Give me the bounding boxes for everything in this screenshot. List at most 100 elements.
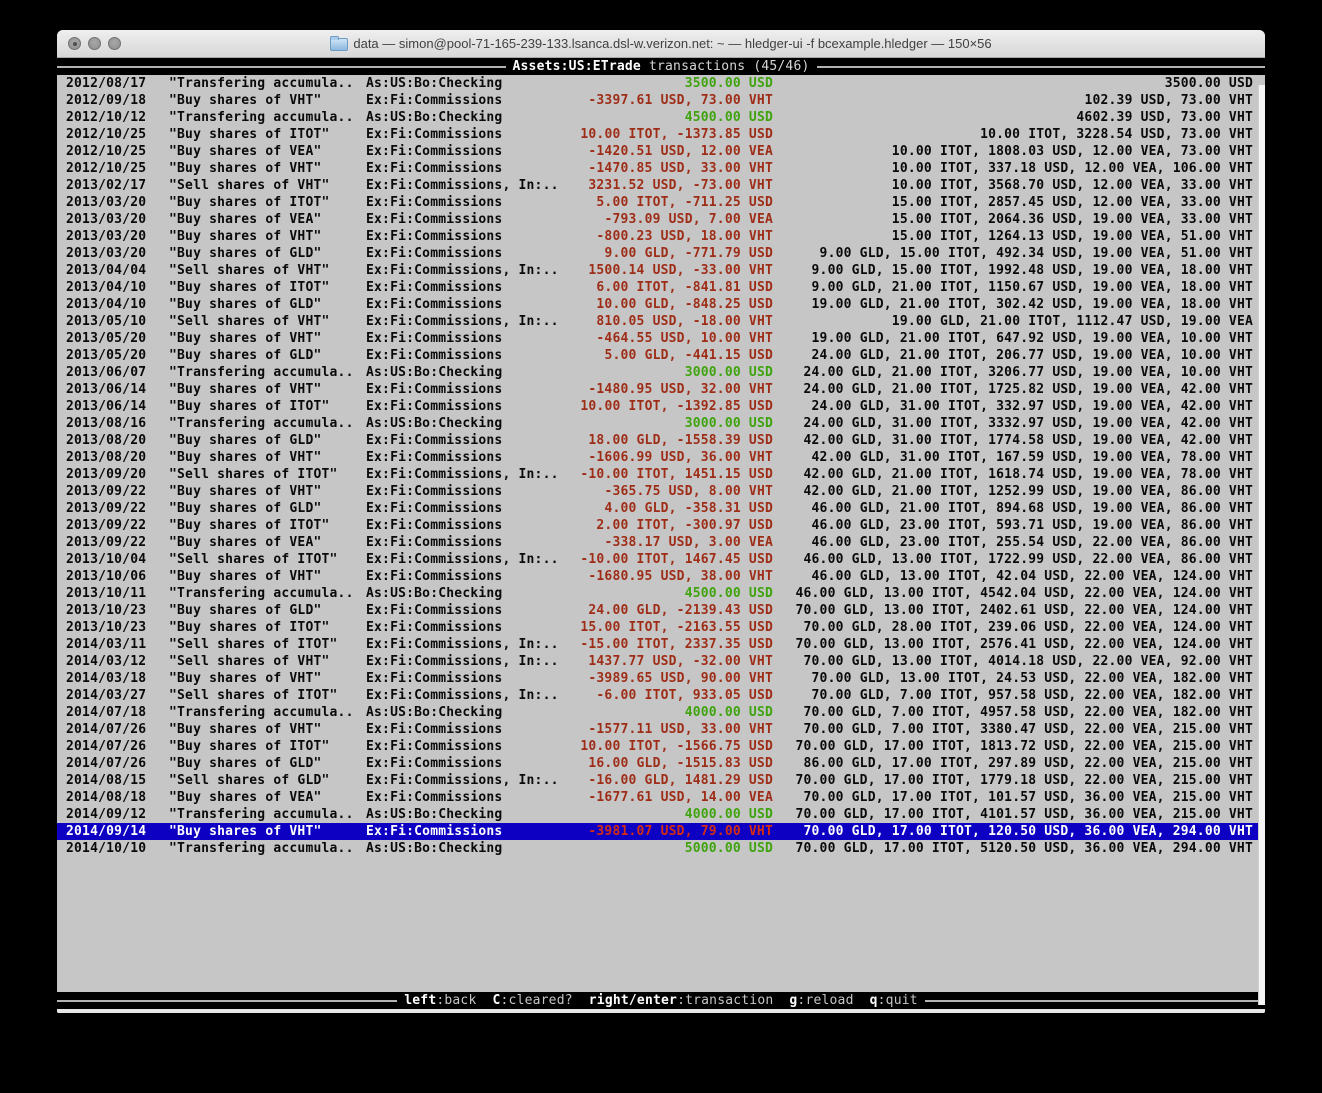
date-cell: 2012/10/25	[66, 127, 147, 142]
transaction-row[interactable]: 2014/09/12 "Transfering accumula.. As:US…	[57, 806, 1265, 823]
description-cell: "Sell shares of ITOT"	[169, 467, 338, 482]
balance-cell: 46.00 GLD, 21.00 ITOT, 894.68 USD, 19.00…	[811, 501, 1253, 516]
date-cell: 2013/06/14	[66, 382, 147, 397]
account-cell: Ex:Fi:Commissions	[366, 535, 503, 550]
transaction-row[interactable]: 2013/04/10 "Buy shares of GLD" Ex:Fi:Com…	[57, 296, 1265, 313]
transaction-row[interactable]: 2013/08/20 "Buy shares of VHT" Ex:Fi:Com…	[57, 449, 1265, 466]
transaction-row[interactable]: 2013/06/14 "Buy shares of ITOT" Ex:Fi:Co…	[57, 398, 1265, 415]
date-cell: 2014/03/27	[66, 688, 147, 703]
account-cell: As:US:Bo:Checking	[366, 841, 503, 856]
transaction-row[interactable]: 2014/03/11 "Sell shares of ITOT" Ex:Fi:C…	[57, 636, 1265, 653]
transaction-row[interactable]: 2013/03/20 "Buy shares of VEA" Ex:Fi:Com…	[57, 211, 1265, 228]
status-bar: left:back C:cleared? right/enter:transacti…	[57, 992, 1265, 1009]
date-cell: 2014/08/18	[66, 790, 147, 805]
transactions-list: 2012/08/17 "Transfering accumula.. As:US…	[57, 75, 1265, 992]
transaction-row[interactable]: 2014/03/27 "Sell shares of ITOT" Ex:Fi:C…	[57, 687, 1265, 704]
transaction-row[interactable]: 2013/05/20 "Buy shares of VHT" Ex:Fi:Com…	[57, 330, 1265, 347]
transaction-row[interactable]: 2013/10/04 "Sell shares of ITOT" Ex:Fi:C…	[57, 551, 1265, 568]
transaction-row[interactable]: 2014/07/26 "Buy shares of VHT" Ex:Fi:Com…	[57, 721, 1265, 738]
transaction-row[interactable]: 2013/08/20 "Buy shares of GLD" Ex:Fi:Com…	[57, 432, 1265, 449]
minimize-button[interactable]	[88, 37, 101, 50]
transaction-row[interactable]: 2013/09/22 "Buy shares of GLD" Ex:Fi:Com…	[57, 500, 1265, 517]
transaction-row[interactable]: 2014/08/15 "Sell shares of GLD" Ex:Fi:Co…	[57, 772, 1265, 789]
balance-cell: 4602.39 USD, 73.00 VHT	[1076, 110, 1253, 125]
transaction-row[interactable]: 2013/10/11 "Transfering accumula.. As:US…	[57, 585, 1265, 602]
account-cell: Ex:Fi:Commissions, In:..	[366, 654, 559, 669]
scrollbar[interactable]	[1258, 85, 1265, 1005]
balance-cell: 86.00 GLD, 17.00 ITOT, 297.89 USD, 22.00…	[803, 756, 1253, 771]
transaction-row[interactable]: 2013/06/07 "Transfering accumula.. As:US…	[57, 364, 1265, 381]
balance-cell: 46.00 GLD, 13.00 ITOT, 1722.99 USD, 22.0…	[803, 552, 1253, 567]
transaction-row[interactable]: 2013/09/22 "Buy shares of ITOT" Ex:Fi:Co…	[57, 517, 1265, 534]
footer-rule-left	[57, 999, 398, 1002]
transaction-row[interactable]: 2013/03/20 "Buy shares of VHT" Ex:Fi:Com…	[57, 228, 1265, 245]
transaction-row[interactable]: 2014/07/26 "Buy shares of GLD" Ex:Fi:Com…	[57, 755, 1265, 772]
zoom-button[interactable]	[108, 37, 121, 50]
description-cell: "Buy shares of VHT"	[169, 450, 322, 465]
description-cell: "Buy shares of VHT"	[169, 93, 322, 108]
balance-cell: 70.00 GLD, 17.00 ITOT, 1779.18 USD, 22.0…	[795, 773, 1253, 788]
date-cell: 2013/05/20	[66, 331, 147, 346]
transaction-row[interactable]: 2013/04/10 "Buy shares of ITOT" Ex:Fi:Co…	[57, 279, 1265, 296]
transaction-row[interactable]: 2013/05/20 "Buy shares of GLD" Ex:Fi:Com…	[57, 347, 1265, 364]
transaction-row[interactable]: 2012/09/18 "Buy shares of VHT" Ex:Fi:Com…	[57, 92, 1265, 109]
transaction-row[interactable]: 2012/10/25 "Buy shares of ITOT" Ex:Fi:Co…	[57, 126, 1265, 143]
transaction-row[interactable]: 2014/09/14 "Buy shares of VHT" Ex:Fi:Com…	[57, 823, 1265, 840]
account-cell: Ex:Fi:Commissions	[366, 161, 503, 176]
transaction-row[interactable]: 2013/02/17 "Sell shares of VHT" Ex:Fi:Co…	[57, 177, 1265, 194]
transaction-row[interactable]: 2012/10/25 "Buy shares of VHT" Ex:Fi:Com…	[57, 160, 1265, 177]
date-cell: 2012/10/25	[66, 161, 147, 176]
account-cell: Ex:Fi:Commissions	[366, 127, 503, 142]
change-cell: 9.00 GLD, -771.79 USD	[604, 246, 773, 261]
transaction-row[interactable]: 2014/07/26 "Buy shares of ITOT" Ex:Fi:Co…	[57, 738, 1265, 755]
transaction-row[interactable]: 2014/03/12 "Sell shares of VHT" Ex:Fi:Co…	[57, 653, 1265, 670]
date-cell: 2013/10/11	[66, 586, 147, 601]
account-cell: Ex:Fi:Commissions, In:..	[366, 467, 559, 482]
account-cell: Ex:Fi:Commissions, In:..	[366, 773, 559, 788]
transaction-row[interactable]: 2013/10/06 "Buy shares of VHT" Ex:Fi:Com…	[57, 568, 1265, 585]
change-cell: 4500.00 USD	[684, 110, 773, 125]
description-cell: "Buy shares of GLD"	[169, 603, 322, 618]
transaction-row[interactable]: 2013/09/22 "Buy shares of VEA" Ex:Fi:Com…	[57, 534, 1265, 551]
transaction-row[interactable]: 2013/04/04 "Sell shares of VHT" Ex:Fi:Co…	[57, 262, 1265, 279]
transaction-row[interactable]: 2013/03/20 "Buy shares of ITOT" Ex:Fi:Co…	[57, 194, 1265, 211]
key-hints: left:back C:cleared? right/enter:transacti…	[397, 993, 925, 1008]
change-cell: -1480.95 USD, 32.00 VHT	[588, 382, 773, 397]
description-cell: "Buy shares of VHT"	[169, 331, 322, 346]
transaction-row[interactable]: 2014/03/18 "Buy shares of VHT" Ex:Fi:Com…	[57, 670, 1265, 687]
transaction-row[interactable]: 2013/05/10 "Sell shares of VHT" Ex:Fi:Co…	[57, 313, 1265, 330]
transaction-row[interactable]: 2013/10/23 "Buy shares of ITOT" Ex:Fi:Co…	[57, 619, 1265, 636]
folder-icon	[330, 36, 349, 51]
key-label: q	[869, 993, 878, 1008]
transaction-row[interactable]: 2013/09/22 "Buy shares of VHT" Ex:Fi:Com…	[57, 483, 1265, 500]
change-cell: -1470.85 USD, 33.00 VHT	[588, 161, 773, 176]
transaction-row[interactable]: 2014/10/10 "Transfering accumula.. As:US…	[57, 840, 1265, 857]
close-button[interactable]	[68, 37, 81, 50]
account-cell: As:US:Bo:Checking	[366, 365, 503, 380]
key-description: :transaction	[677, 993, 774, 1008]
transaction-row[interactable]: 2013/03/20 "Buy shares of GLD" Ex:Fi:Com…	[57, 245, 1265, 262]
change-cell: 4000.00 USD	[684, 705, 773, 720]
transaction-row[interactable]: 2013/10/23 "Buy shares of GLD" Ex:Fi:Com…	[57, 602, 1265, 619]
account-cell: Ex:Fi:Commissions	[366, 382, 503, 397]
transaction-row[interactable]: 2014/07/18 "Transfering accumula.. As:US…	[57, 704, 1265, 721]
date-cell: 2013/08/20	[66, 450, 147, 465]
date-cell: 2013/09/22	[66, 518, 147, 533]
description-cell: "Buy shares of VHT"	[169, 229, 322, 244]
transaction-row[interactable]: 2012/10/12 "Transfering accumula.. As:US…	[57, 109, 1265, 126]
balance-cell: 102.39 USD, 73.00 VHT	[1084, 93, 1253, 108]
transaction-row[interactable]: 2012/08/17 "Transfering accumula.. As:US…	[57, 75, 1265, 92]
transaction-row[interactable]: 2014/08/18 "Buy shares of VEA" Ex:Fi:Com…	[57, 789, 1265, 806]
description-cell: "Buy shares of VHT"	[169, 671, 322, 686]
transaction-row[interactable]: 2013/09/20 "Sell shares of ITOT" Ex:Fi:C…	[57, 466, 1265, 483]
date-cell: 2013/03/20	[66, 212, 147, 227]
transaction-row[interactable]: 2013/06/14 "Buy shares of VHT" Ex:Fi:Com…	[57, 381, 1265, 398]
description-cell: "Transfering accumula..	[169, 586, 354, 601]
transaction-row[interactable]: 2013/08/16 "Transfering accumula.. As:US…	[57, 415, 1265, 432]
balance-cell: 3500.00 USD	[1164, 76, 1253, 91]
account-cell: Ex:Fi:Commissions, In:..	[366, 637, 559, 652]
transaction-row[interactable]: 2012/10/25 "Buy shares of VEA" Ex:Fi:Com…	[57, 143, 1265, 160]
key-hint: left:back	[404, 993, 476, 1008]
balance-cell: 70.00 GLD, 17.00 ITOT, 5120.50 USD, 36.0…	[795, 841, 1253, 856]
change-cell: 1500.14 USD, -33.00 VHT	[588, 263, 773, 278]
